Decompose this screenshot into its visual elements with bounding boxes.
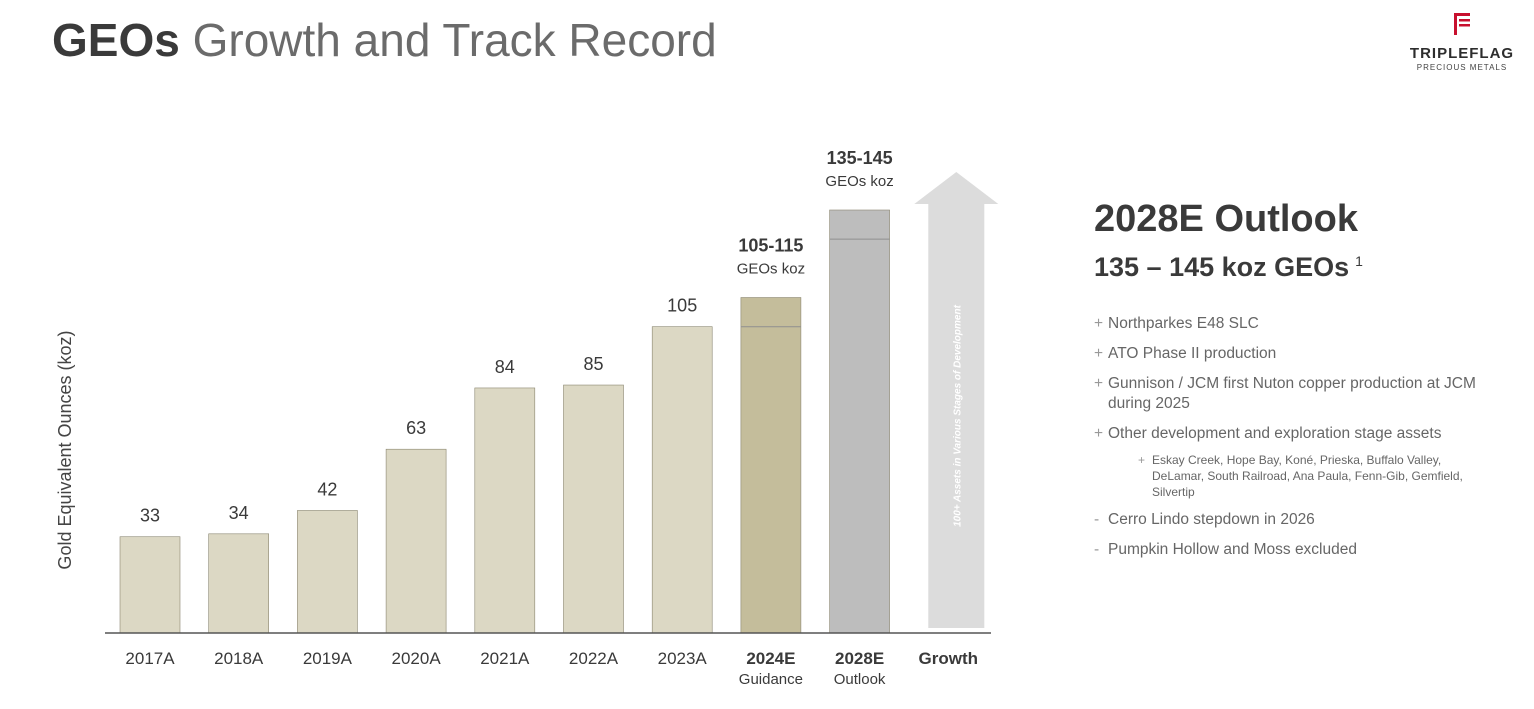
company-logo: TRIPLEFLAG PRECIOUS METALS bbox=[1402, 12, 1522, 72]
outlook-heading: 2028E Outlook bbox=[1094, 198, 1358, 240]
list-item: + ATO Phase II production bbox=[1094, 344, 1514, 364]
plus-icon: + bbox=[1138, 453, 1146, 467]
x-tick-label: 2022A bbox=[569, 649, 619, 668]
minus-list: - Cerro Lindo stepdown in 2026 - Pumpkin H… bbox=[1094, 510, 1514, 560]
list-item-text: Gunnison / JCM first Nuton copper produc… bbox=[1108, 375, 1476, 412]
x-tick-label: 2021A bbox=[480, 649, 530, 668]
flag-icon bbox=[1454, 13, 1470, 35]
plus-icon: + bbox=[1094, 315, 1104, 332]
outlook-subheading: 135 – 145 koz GEOs 1 bbox=[1094, 244, 1514, 284]
data-label: 105 bbox=[667, 296, 697, 316]
outlook-range: 135 – 145 koz GEOs bbox=[1094, 252, 1350, 282]
list-item: - Cerro Lindo stepdown in 2026 bbox=[1094, 510, 1514, 530]
growth-arrow bbox=[914, 172, 999, 628]
list-item-text: Other development and exploration stage … bbox=[1108, 425, 1442, 442]
geos-bar-chart: 33 2017A 34 2018A 42 2019A 63 2020A 84 2021A 85 202… bbox=[55, 148, 999, 688]
page-title: GEOs Growth and Track Record bbox=[52, 14, 717, 66]
bar bbox=[474, 387, 536, 634]
plus-icon: + bbox=[1094, 425, 1104, 442]
data-label: 135-145 bbox=[827, 148, 893, 168]
x-tick-sublabel: Guidance bbox=[739, 671, 803, 688]
sub-list-item-text: Eskay Creek, Hope Bay, Koné, Prieska, Bu… bbox=[1152, 453, 1463, 499]
x-tick-label: 2023A bbox=[658, 649, 708, 668]
minus-icon: - bbox=[1094, 541, 1100, 558]
data-label: 84 bbox=[495, 357, 515, 377]
list-item: - Pumpkin Hollow and Moss excluded bbox=[1094, 540, 1514, 560]
data-sublabel: GEOs koz bbox=[737, 261, 805, 278]
list-item-text: Cerro Lindo stepdown in 2026 bbox=[1108, 511, 1315, 528]
data-label: 34 bbox=[229, 503, 249, 523]
data-label: 42 bbox=[317, 479, 337, 499]
x-tick-label: 2018A bbox=[214, 649, 264, 668]
list-item: + Other development and exploration stage… bbox=[1094, 424, 1514, 444]
x-tick-label: 2020A bbox=[392, 649, 442, 668]
bar bbox=[385, 448, 447, 634]
outlook-list: + Northparkes E48 SLC + ATO Phase II produ… bbox=[1094, 314, 1514, 444]
data-label: 105-115 bbox=[738, 236, 803, 256]
x-tick-sublabel: Outlook bbox=[834, 671, 886, 688]
data-label: 63 bbox=[406, 418, 426, 438]
bar bbox=[651, 326, 713, 634]
list-item-text: Pumpkin Hollow and Moss excluded bbox=[1108, 541, 1357, 558]
page-title-bold: GEOs bbox=[52, 14, 180, 66]
logo-name: TRIPLEFLAG bbox=[1409, 45, 1515, 62]
plus-icon: + bbox=[1094, 345, 1104, 362]
x-tick-label: 2019A bbox=[303, 649, 353, 668]
data-label: 85 bbox=[583, 354, 603, 374]
minus-icon: - bbox=[1094, 511, 1100, 528]
y-axis-label: Gold Equivalent Ounces (koz) bbox=[55, 330, 75, 569]
page-title-light: Growth and Track Record bbox=[192, 14, 717, 66]
list-item: + Gunnison / JCM first Nuton copper produ… bbox=[1094, 374, 1514, 414]
growth-arrow-label: 100+ Assets in Various Stages of Develop… bbox=[952, 304, 963, 527]
logo-tagline: PRECIOUS METALS bbox=[1416, 63, 1508, 72]
bar bbox=[297, 510, 358, 634]
bar bbox=[208, 533, 269, 634]
list-item-text: ATO Phase II production bbox=[1108, 345, 1277, 362]
footnote-marker: 1 bbox=[1355, 253, 1363, 269]
bar bbox=[119, 536, 181, 634]
outlook-panel: 2028E Outlook 135 – 145 koz GEOs 1 + North… bbox=[1094, 196, 1514, 570]
plus-icon: + bbox=[1094, 375, 1104, 392]
list-item-text: Northparkes E48 SLC bbox=[1108, 315, 1259, 332]
bar bbox=[829, 209, 890, 634]
sub-list: + Eskay Creek, Hope Bay, Koné, Prieska, B… bbox=[1138, 452, 1478, 500]
x-tick-label: Growth bbox=[919, 649, 979, 668]
sub-list-item: + Eskay Creek, Hope Bay, Koné, Prieska, B… bbox=[1138, 452, 1478, 500]
x-tick-label: 2028E bbox=[835, 649, 884, 668]
data-label: 33 bbox=[140, 506, 160, 526]
bar bbox=[740, 297, 802, 634]
list-item: + Northparkes E48 SLC bbox=[1094, 314, 1514, 334]
bar bbox=[563, 384, 624, 634]
x-tick-label: 2017A bbox=[125, 649, 175, 668]
x-tick-label: 2024E bbox=[746, 649, 795, 668]
data-sublabel: GEOs koz bbox=[825, 173, 893, 190]
